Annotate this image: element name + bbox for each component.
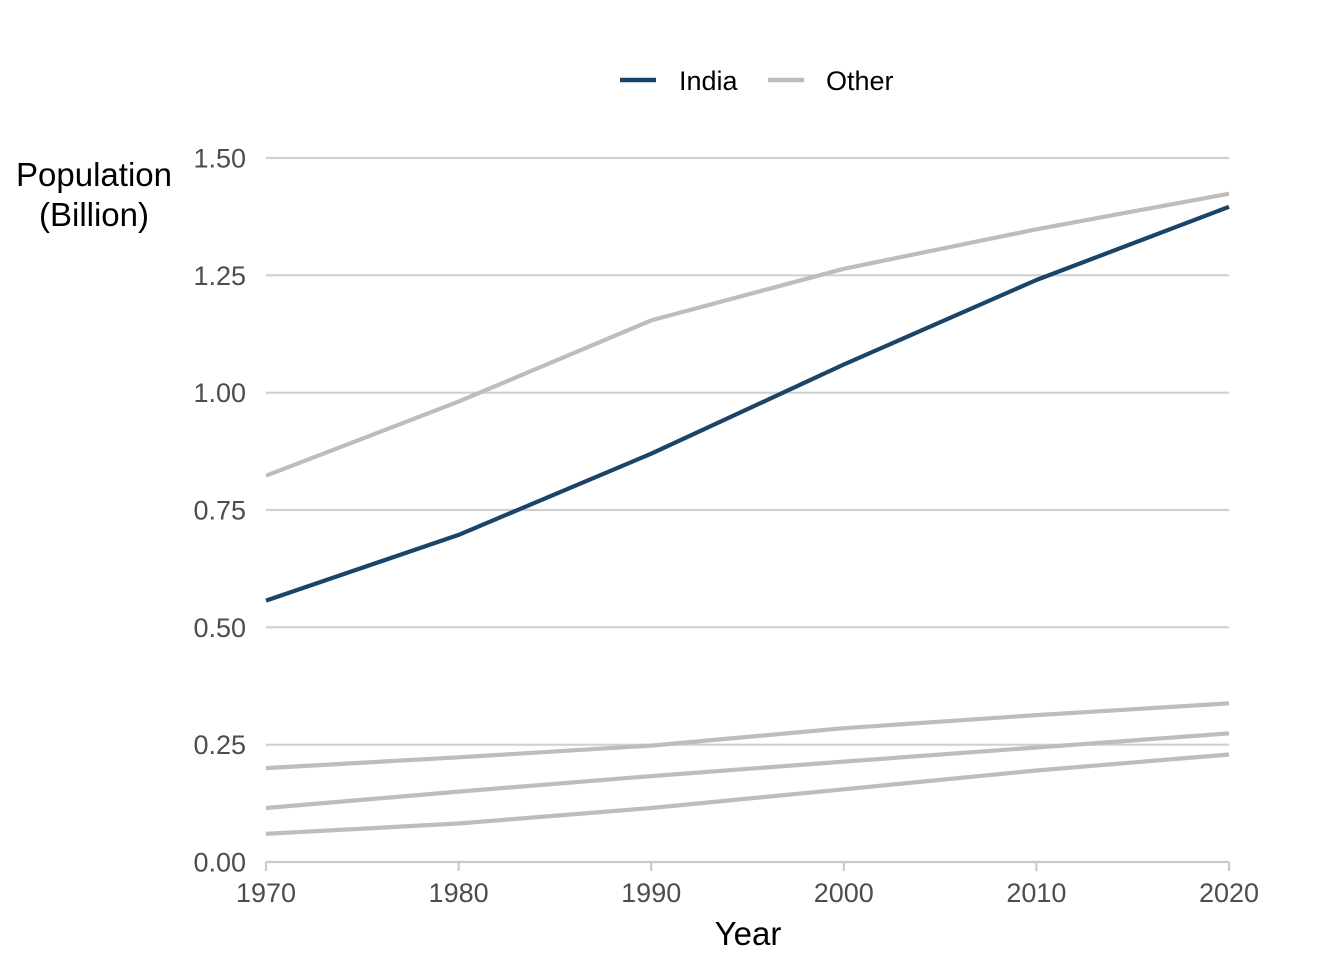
x-tick-label: 1980: [429, 878, 489, 908]
other-series-line: [265, 752, 1230, 836]
y-axis-title-line-2: (Billion): [39, 196, 149, 233]
y-tick-label: 0.75: [193, 496, 246, 526]
y-tick-label: 1.00: [193, 378, 246, 408]
india-series-line: [265, 204, 1230, 603]
x-tick-label: 2010: [1006, 878, 1066, 908]
legend-label-other: Other: [826, 66, 894, 96]
y-tick-label: 0.50: [193, 613, 246, 643]
x-tick-label: 2020: [1199, 878, 1259, 908]
x-tick-label: 2000: [814, 878, 874, 908]
other-series-line: [265, 731, 1230, 811]
axes: 0.00 0.25 0.50 0.75 1.00 1.25 1.50 1970 1980 1990…: [193, 144, 1259, 909]
y-tick-label: 1.50: [193, 144, 246, 174]
x-tick-label: 1990: [621, 878, 681, 908]
y-axis-title-line-1: Population: [16, 156, 172, 193]
x-tick-label: 1970: [236, 878, 296, 908]
other-series-line: [265, 701, 1230, 771]
other-series-line: [265, 191, 1230, 478]
y-tick-label: 1.25: [193, 261, 246, 291]
gridlines: [266, 156, 1229, 746]
series-lines: [265, 191, 1230, 836]
y-tick-label: 0.25: [193, 730, 246, 760]
x-axis-title: Year: [715, 915, 782, 952]
legend: India Other: [620, 66, 894, 96]
y-tick-label: 0.00: [193, 848, 246, 878]
legend-label-india: India: [679, 66, 739, 96]
